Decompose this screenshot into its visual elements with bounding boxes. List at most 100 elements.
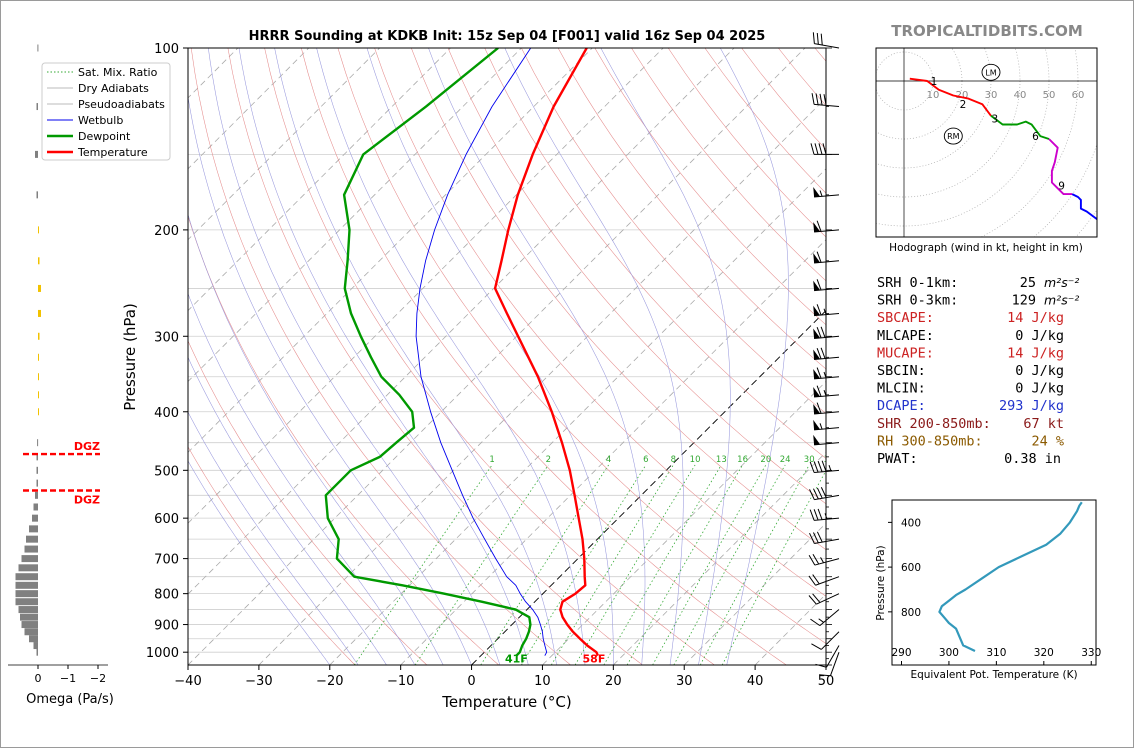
- x-tick-label: 0: [467, 674, 475, 689]
- wind-barb-staff: [829, 652, 840, 676]
- pseudoadiabat: [366, 48, 614, 665]
- mixing-ratio-line: [550, 464, 674, 665]
- wind-barb-full: [816, 304, 822, 316]
- mixing-ratio-label: 8: [671, 455, 676, 465]
- skewt-plot-area: 1 2 4 6 8 10 13 16 20 24 30 36: [188, 48, 826, 665]
- wind-barb-full: [816, 367, 822, 379]
- dgz-label: DGZ: [74, 440, 100, 453]
- wind-barb-full: [816, 347, 822, 360]
- wind-barb-staff: [814, 427, 840, 431]
- wind-barb-half: [819, 423, 823, 430]
- parameter-label: DCAPE:: [877, 398, 926, 414]
- omega-bar-descent: [37, 439, 39, 447]
- hodo-ring-label: 40: [1014, 90, 1027, 101]
- isotherm-line: [188, 48, 735, 595]
- isotherm-line: [471, 309, 826, 665]
- omega-bar-descent: [33, 503, 38, 511]
- storm-motion-marker: [943, 127, 963, 145]
- omega-bar-descent: [24, 545, 38, 553]
- wind-barb-full: [816, 32, 819, 45]
- omega-bar-descent: [15, 573, 38, 581]
- wind-barb-full: [809, 532, 815, 544]
- mixing-ratio-line: [626, 464, 743, 665]
- wind-barb-full: [815, 663, 827, 668]
- mixing-ratio-label: 16: [737, 455, 748, 465]
- hodo-trace: [1048, 138, 1073, 196]
- parameter-row: SHR 200-850mb: 67 kt: [877, 416, 1064, 432]
- storm-motion-marker: [981, 63, 1001, 81]
- wind-barb-full: [814, 143, 819, 155]
- pseudoadiabat: [188, 356, 387, 665]
- pseudoadiabat: [188, 460, 331, 665]
- dewpoint-line: [324, 48, 532, 657]
- omega-bar-ascent: [38, 353, 39, 361]
- omega-bar-descent: [36, 103, 38, 111]
- hodo-ring: [1075, 208, 1097, 237]
- hodo-frame: [875, 47, 1098, 238]
- wind-barb-full: [813, 532, 819, 544]
- wind-barb: [813, 419, 840, 431]
- pseudoadiabat: [720, 48, 789, 665]
- mixing-ratio-label: 24: [780, 455, 791, 465]
- mixing-ratio-line: [414, 464, 549, 665]
- parameter-label: SRH 0-3km:: [877, 293, 958, 309]
- parameter-label: MUCAPE:: [877, 345, 934, 361]
- wind-barb: [813, 251, 840, 264]
- omega-xlabel: Omega (Pa/s): [26, 692, 114, 707]
- legend-entry: Pseudoadiabats: [78, 98, 165, 111]
- theta-e-x-tick-label: 320: [1034, 647, 1054, 659]
- omega-bar-ascent: [38, 332, 40, 340]
- wind-barb-full: [812, 593, 821, 603]
- wind-barb: [809, 531, 840, 544]
- wind-barb: [812, 32, 840, 49]
- omega-bar-ascent: [38, 408, 39, 416]
- isotherm-line: [258, 97, 826, 665]
- hodo-ring-label: 60: [1072, 90, 1085, 101]
- hodo-height-label: 1: [931, 76, 938, 88]
- legend-entry: Dry Adiabats: [78, 82, 149, 95]
- parameter-value: 0 J/kg: [1015, 328, 1064, 344]
- surface-dewpoint-label: 41F: [505, 653, 528, 666]
- hodo-height-label: 3: [992, 114, 999, 126]
- wind-barb-full: [810, 143, 815, 155]
- wind-barb: [811, 93, 840, 108]
- wind-barb-staff: [814, 376, 840, 380]
- wind-barb-staff: [816, 593, 840, 605]
- wind-barb-full: [812, 32, 815, 44]
- wind-barb-half: [828, 465, 832, 472]
- temperature-line: [493, 48, 599, 657]
- x-tick-label: 30: [676, 674, 693, 689]
- wind-barb-flag: [813, 328, 821, 339]
- mixing-ratio-line: [480, 464, 609, 665]
- theta-e-panel: 290 300 310 320 330 400 600 800: [888, 499, 1101, 666]
- wind-barb: [808, 574, 840, 586]
- omega-bar-descent: [29, 635, 38, 643]
- omega-panel: DGZ DGZ 0 −1 −2: [8, 44, 108, 685]
- wind-barb-half: [823, 371, 827, 379]
- wind-barb: [813, 187, 840, 198]
- mixing-ratio-label: 2: [546, 455, 551, 465]
- omega-bar-descent: [18, 606, 38, 614]
- wind-barb-staff: [826, 645, 840, 668]
- wind-barb-flag: [813, 419, 821, 430]
- wind-barb-full: [809, 461, 815, 473]
- wind-barb-full: [812, 574, 820, 585]
- y-tick-label: 200: [154, 224, 179, 239]
- theta-e-y-tick-label: 400: [901, 517, 921, 529]
- wind-barb-flag: [813, 280, 821, 291]
- wind-barb-staff: [814, 229, 840, 233]
- mixing-ratio-line: [603, 464, 722, 665]
- hodo-plot-area: 10 20 30 40 50 60 1 2 3 6 9 LM RM: [876, 48, 1097, 237]
- wind-barb-staff: [815, 576, 840, 586]
- wind-barb: [813, 220, 840, 233]
- wind-barb-full: [818, 143, 823, 155]
- wind-barb-full: [813, 461, 819, 473]
- theta-e-x-tick-label: 300: [939, 647, 959, 659]
- parameter-label: MLCAPE:: [877, 328, 934, 344]
- x-tick-label: 40: [747, 674, 764, 689]
- x-tick-label: −40: [174, 674, 201, 689]
- wind-barbs: [808, 32, 840, 677]
- wind-barb-full: [820, 326, 826, 338]
- dry-adiabat: [484, 48, 826, 459]
